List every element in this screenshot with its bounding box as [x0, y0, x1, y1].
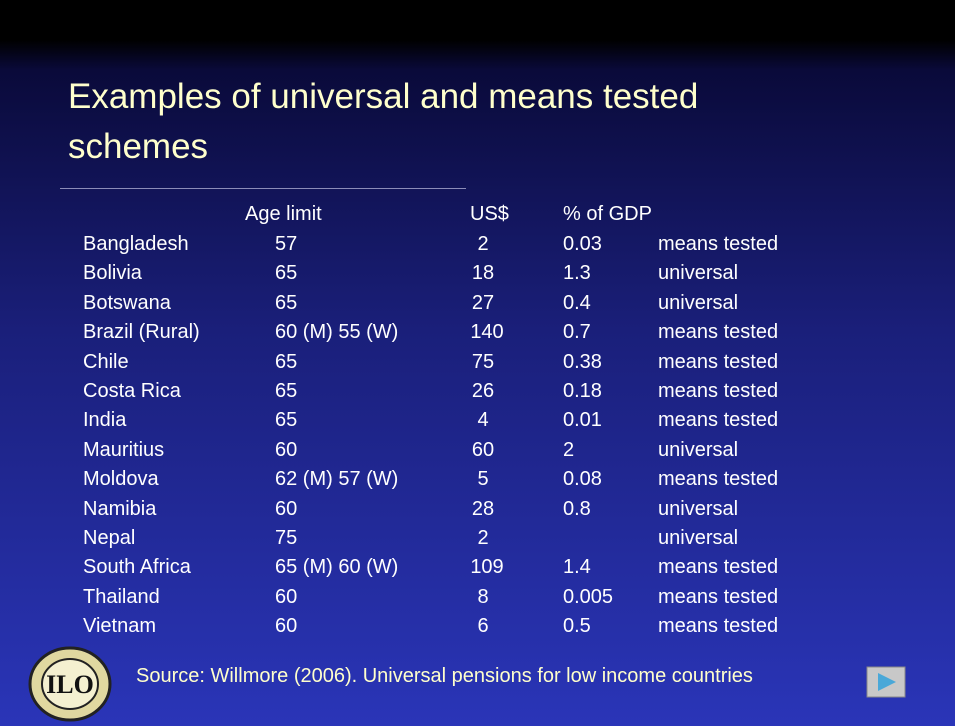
age-limit: 60 — [275, 585, 298, 608]
age-limit: 65 — [275, 291, 298, 314]
scheme-type: means tested — [658, 380, 779, 402]
country: Bolivia — [83, 262, 142, 285]
country: Vietnam — [83, 615, 157, 638]
age-limit: 60 (M) 55 (W) — [275, 321, 399, 344]
scheme-type: means tested — [658, 556, 779, 579]
scheme-type: means tested — [658, 585, 779, 608]
country: Chile — [83, 350, 129, 373]
us-dollars: 28 — [471, 497, 495, 520]
gdp-share: 0.4 — [563, 291, 591, 314]
svg-text:ILO: ILO — [46, 670, 94, 699]
country: Nepal — [83, 527, 136, 549]
age-limit: 65 — [275, 380, 298, 402]
gdp-share: 1.3 — [563, 262, 591, 285]
us-dollars: 2 — [477, 527, 489, 549]
scheme-type: means tested — [658, 409, 779, 432]
age-limit: 60 — [275, 497, 298, 520]
us-dollars: 60 — [471, 438, 495, 461]
header-usd: US$ — [470, 203, 509, 225]
age-limit: 75 — [275, 527, 298, 549]
divider — [60, 188, 466, 189]
us-dollars: 8 — [477, 585, 489, 608]
age-limit: 60 — [275, 615, 298, 638]
gdp-share: 0.8 — [563, 497, 591, 520]
scheme-type: means tested — [658, 233, 779, 255]
gdp-share: 0.18 — [563, 380, 602, 402]
gdp-share: 0.03 — [563, 233, 602, 255]
country: Bangladesh — [83, 233, 189, 255]
country: Costa Rica — [83, 380, 181, 402]
country: India — [83, 409, 127, 432]
age-limit: 62 (M) 57 (W) — [275, 468, 399, 491]
age-limit: 65 (M) 60 (W) — [275, 556, 399, 579]
gdp-share: 0.38 — [563, 350, 602, 373]
us-dollars: 27 — [471, 291, 495, 314]
country: Thailand — [83, 585, 160, 608]
header-age: Age limit — [245, 203, 322, 225]
gdp-share: 0.01 — [563, 409, 602, 432]
us-dollars: 109 — [470, 556, 504, 579]
scheme-type: universal — [658, 262, 739, 285]
us-dollars: 75 — [471, 350, 495, 373]
age-limit: 65 — [275, 409, 298, 432]
country: Mauritius — [83, 438, 165, 461]
age-limit: 65 — [275, 262, 298, 285]
source-note: Source: Willmore (2006). Universal pensi… — [136, 665, 753, 687]
scheme-type: means tested — [658, 321, 779, 344]
age-limit: 57 — [275, 233, 298, 255]
us-dollars: 6 — [477, 615, 489, 638]
us-dollars: 26 — [471, 380, 495, 402]
ilo-logo: ILO — [28, 646, 112, 722]
us-dollars: 5 — [477, 468, 489, 491]
scheme-type: universal — [658, 527, 739, 549]
gdp-share: 0.5 — [563, 615, 591, 638]
gdp-share: 0.7 — [563, 321, 591, 344]
age-limit: 60 — [275, 438, 298, 461]
country: Botswana — [83, 291, 171, 314]
scheme-type: universal — [658, 291, 739, 314]
us-dollars: 140 — [470, 321, 504, 344]
us-dollars: 4 — [477, 409, 489, 432]
gdp-share: 1.4 — [563, 556, 591, 579]
scheme-type: means tested — [658, 468, 779, 491]
scheme-type: means tested — [658, 350, 779, 373]
gdp-share: 0.08 — [563, 468, 602, 491]
country: Namibia — [83, 497, 157, 520]
slide-title: Examples of universal and means tested s… — [68, 77, 699, 166]
age-limit: 65 — [275, 350, 298, 373]
gdp-share: 0.005 — [563, 585, 614, 608]
scheme-type: universal — [658, 497, 739, 520]
next-button[interactable] — [866, 666, 906, 698]
header-gdp: % of GDP — [563, 203, 652, 225]
us-dollars: 18 — [471, 262, 495, 285]
country: South Africa — [83, 556, 191, 579]
country: Moldova — [83, 468, 159, 491]
us-dollars: 2 — [477, 233, 489, 255]
country: Brazil (Rural) — [83, 321, 200, 344]
scheme-type: universal — [658, 438, 739, 461]
gdp-share: 2 — [563, 438, 575, 461]
scheme-type: means tested — [658, 615, 779, 638]
